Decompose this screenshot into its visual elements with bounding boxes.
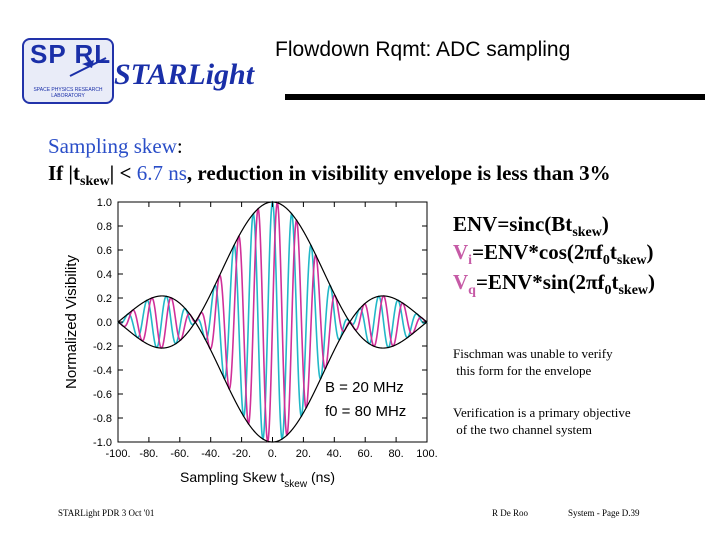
y-tick-label: -0.6 xyxy=(93,389,112,401)
heading-colon: : xyxy=(176,134,183,158)
brand-name: STARLight xyxy=(114,58,255,91)
eq-vi-f-sub: 0 xyxy=(602,253,610,269)
note-fischman-line1: Fischman was unable to verify xyxy=(453,346,613,361)
visibility-chart: 1.0 0.8 0.6 0.4 0.2 0.0 -0.2 -0.4 -0.6 -0.8 -1.0 -1… xyxy=(55,190,440,495)
req-value: 6.7 ns xyxy=(136,161,187,185)
eq-vq-skew: skew xyxy=(618,283,649,299)
y-tick-label: 0.6 xyxy=(97,245,112,257)
y-axis-title: Normalized Visibility xyxy=(63,255,80,389)
x-tick-label: -80. xyxy=(139,448,158,460)
y-tick-label: 0.2 xyxy=(97,293,112,305)
y-tick-label: 0.4 xyxy=(97,269,112,281)
note-fischman-line2: this form for the envelope xyxy=(453,363,592,378)
x-tick-label: -40. xyxy=(201,448,220,460)
footer-center: R De Roo xyxy=(492,508,528,518)
x-tick-label: 60. xyxy=(358,448,373,460)
eq-env: ENV=sinc(Btskew) xyxy=(453,212,609,241)
x-axis-title: Sampling Skew tskew (ns) xyxy=(180,469,335,490)
eq-vq-label: V xyxy=(453,270,469,294)
eq-env-text: ENV=sinc(Bt xyxy=(453,212,573,236)
section-heading: Sampling skew: xyxy=(48,134,183,159)
sampling-skew-label: Sampling skew xyxy=(48,134,177,158)
page-title: Flowdown Rqmt: ADC sampling xyxy=(275,38,571,61)
footer-left: STARLight PDR 3 Oct '01 xyxy=(58,508,155,518)
visibility-plot: 1.0 0.8 0.6 0.4 0.2 0.0 -0.2 -0.4 -0.6 -0.8 -1.0-1… xyxy=(63,197,438,490)
eq-vq-t: t xyxy=(611,270,619,294)
annotation-bandwidth: B = 20 MHz xyxy=(325,379,404,396)
req-prefix: If |t xyxy=(48,161,81,185)
eq-vi-close: ) xyxy=(646,240,654,264)
y-tick-label: 0.8 xyxy=(97,221,112,233)
footer-right: System - Page D.39 xyxy=(568,508,640,518)
x-tick-label: 80. xyxy=(388,448,403,460)
eq-vi-label: V xyxy=(453,240,469,264)
logo-subtitle: SPACE PHYSICS RESEARCH LABORATORY xyxy=(33,87,103,99)
x-tick-label: -60. xyxy=(170,448,189,460)
eq-vq-sub: q xyxy=(468,283,476,299)
y-tick-label: 1.0 xyxy=(97,197,112,209)
note-verification-line1: Verification is a primary objective xyxy=(453,405,631,420)
header-rule xyxy=(285,94,705,100)
eq-env-close: ) xyxy=(601,212,609,236)
y-tick-label: -1.0 xyxy=(93,437,112,449)
eq-vi-f: f xyxy=(595,240,603,264)
eq-vi-t: t xyxy=(609,240,617,264)
x-tick-label: -100. xyxy=(105,448,130,460)
eq-vq-pi: π xyxy=(585,270,598,294)
eq-vi-pi: π xyxy=(584,240,596,264)
x-tick-label: 100. xyxy=(416,448,437,460)
x-tick-label: 40. xyxy=(327,448,342,460)
eq-vq: Vq=ENV*sin(2πf0tskew) xyxy=(453,270,655,299)
note-fischman: Fischman was unable to verify this form … xyxy=(453,345,613,379)
annotation-f0: f0 = 80 MHz xyxy=(325,403,406,420)
req-sub: skew xyxy=(80,174,110,190)
eq-vq-close: ) xyxy=(648,270,656,294)
satellite-icon xyxy=(69,57,107,77)
x-tick-label: 20. xyxy=(296,448,311,460)
y-tick-label: -0.2 xyxy=(93,341,112,353)
eq-vq-f: f xyxy=(597,270,605,294)
eq-vi-rest: =ENV*cos(2 xyxy=(472,240,585,264)
requirement-statement: If |tskew| < 6.7 ns, reduction in visibi… xyxy=(48,161,611,190)
eq-vi: Vi=ENV*cos(2πf0tskew) xyxy=(453,240,653,269)
x-tick-label: -20. xyxy=(232,448,251,460)
note-verification-line2: of the two channel system xyxy=(453,422,592,437)
note-verification: Verification is a primary objective of t… xyxy=(453,404,631,438)
series-vq-line xyxy=(117,201,428,443)
y-tick-label: 0.0 xyxy=(97,317,112,329)
spr-logo: SP RL SPACE PHYSICS RESEARCH LABORATORY xyxy=(22,38,114,104)
req-mid: | < xyxy=(109,161,137,185)
y-tick-label: -0.8 xyxy=(93,413,112,425)
eq-vq-f-sub: 0 xyxy=(604,283,612,299)
eq-vi-sub: i xyxy=(468,253,473,269)
eq-vq-rest: =ENV*sin(2 xyxy=(475,270,586,294)
x-tick-label: 0. xyxy=(268,448,277,460)
req-suffix: , reduction in visibility envelope is le… xyxy=(186,161,611,185)
eq-env-sub: skew xyxy=(572,225,602,241)
y-tick-label: -0.4 xyxy=(93,365,112,377)
eq-vi-skew: skew xyxy=(616,253,647,269)
